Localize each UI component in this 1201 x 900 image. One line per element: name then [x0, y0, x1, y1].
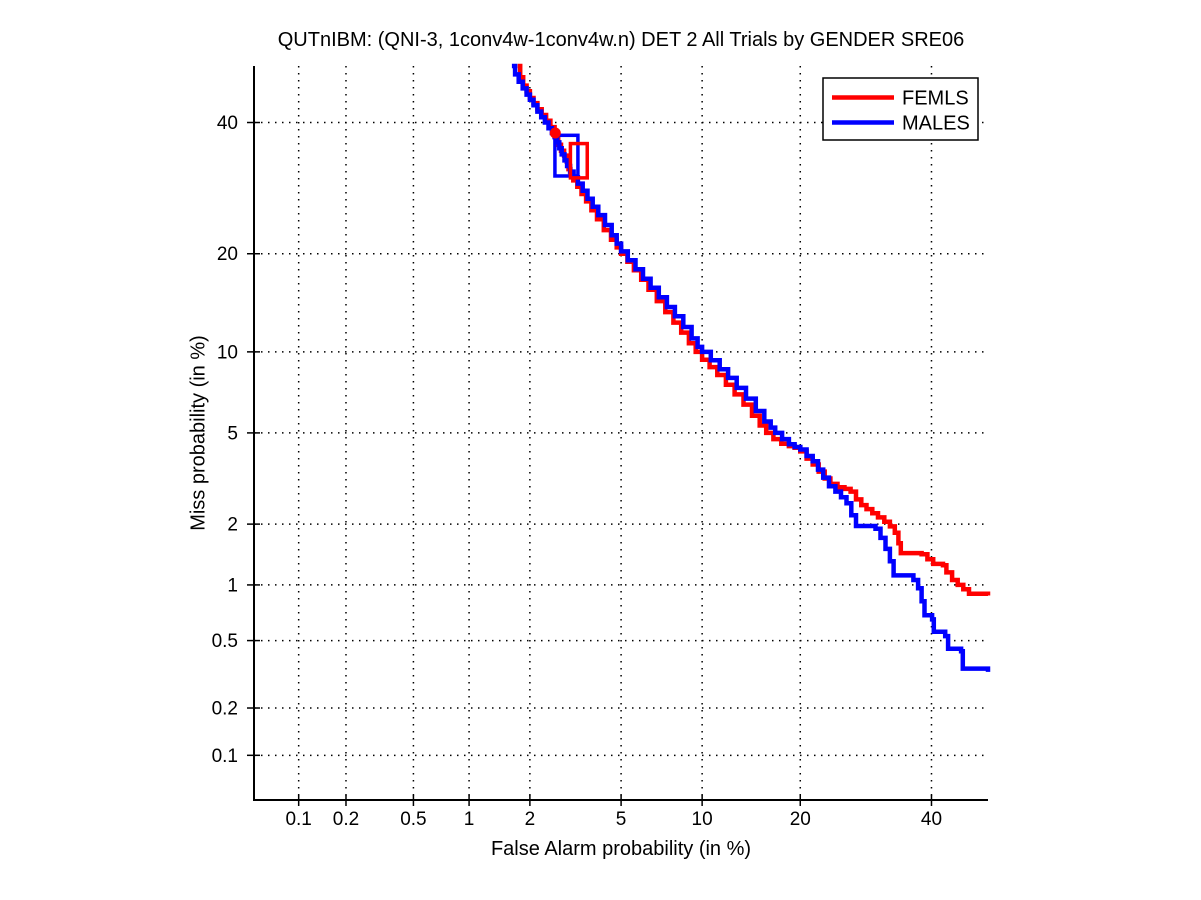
x-tick-label: 2 [525, 809, 536, 830]
x-tick-label: 20 [790, 809, 811, 830]
x-tick-label: 40 [921, 809, 942, 830]
x-tick-label: 0.5 [400, 809, 426, 830]
y-tick-label: 5 [227, 423, 238, 444]
y-tick-label: 1 [227, 575, 238, 596]
marker-dot-femls [549, 127, 561, 139]
y-tick-label: 2 [227, 515, 238, 536]
legend-label-males: MALES [902, 113, 970, 135]
x-tick-label: 10 [692, 809, 713, 830]
legend-label-femls: FEMLS [902, 88, 969, 110]
y-tick-label: 0.5 [212, 631, 238, 652]
x-tick-label: 0.2 [333, 809, 359, 830]
x-tick-label: 0.1 [285, 809, 311, 830]
det-curve-males [511, 63, 991, 672]
marker-rect-males [553, 133, 580, 178]
y-tick-label: 20 [217, 244, 238, 265]
marker-rect-femls [568, 141, 589, 180]
legend-box [822, 77, 979, 141]
y-axis-label: Miss probability (in %) [187, 335, 210, 531]
plot-title: QUTnIBM: (QNI-3, 1conv4w-1conv4w.n) DET … [277, 29, 965, 51]
y-tick-label: 10 [217, 342, 238, 363]
legend: FEMLS MALES [822, 77, 979, 141]
y-tick-label: 0.1 [212, 746, 238, 767]
y-tick-label: 40 [217, 113, 238, 134]
x-tick-label: 1 [464, 809, 475, 830]
x-axis-label: False Alarm probability (in %) [490, 838, 752, 860]
x-tick-label: 5 [616, 809, 627, 830]
y-tick-label: 0.2 [212, 699, 238, 720]
